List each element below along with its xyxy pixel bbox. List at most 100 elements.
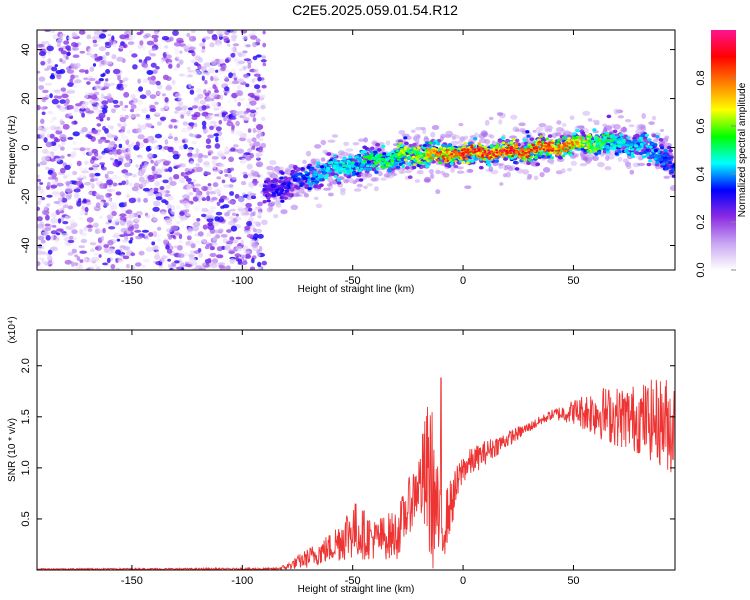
spectrogram-noise-blob: [241, 180, 247, 186]
spectrogram-noise-blob: [56, 42, 62, 48]
spectrogram-noise-blob: [147, 123, 153, 128]
spectrogram-halo-blob: [635, 129, 642, 134]
spectrogram-ridge-blob: [453, 148, 457, 152]
spectrogram-noise-blob: [188, 82, 192, 89]
spectrogram-ridge-blob: [296, 177, 301, 181]
spectrogram-halo-blob: [604, 166, 612, 171]
spectrogram-halo-blob: [592, 119, 600, 123]
spectrogram-noise-blob: [217, 70, 224, 75]
spectrogram-halo-blob: [576, 125, 585, 129]
spectrogram-noise-blob: [92, 39, 98, 44]
spectrogram-noise-blob: [248, 175, 256, 179]
spectrogram-noise-blob: [170, 225, 177, 232]
spectrogram-noise-blob: [248, 183, 255, 189]
spectrogram-ridge-blob: [323, 176, 329, 180]
spectrogram-halo-blob: [459, 136, 466, 142]
spectrogram-ridge-blob: [283, 185, 288, 190]
spectrogram-noise-blob: [150, 146, 156, 150]
spectrogram-noise-blob: [205, 138, 211, 145]
spectrogram-noise-blob: [193, 111, 201, 118]
spectrogram-noise-blob: [81, 126, 88, 133]
spectrogram-noise-blob: [200, 239, 207, 243]
spectrogram-ridge-blob: [593, 136, 598, 140]
spectrogram-noise-blob: [165, 184, 171, 190]
spectrogram-halo-blob: [505, 171, 511, 178]
spectrogram-noise-blob: [180, 114, 185, 119]
spectrogram-noise-blob: [209, 252, 217, 258]
spectrogram-noise-blob: [246, 163, 253, 170]
spectrogram-ridge-blob: [634, 144, 639, 148]
spectrogram-noise-blob: [198, 267, 203, 270]
spectrogram-noise-blob: [83, 168, 88, 174]
spectrogram-halo-blob: [474, 132, 479, 139]
spectrogram-halo-blob: [605, 155, 610, 162]
spectrogram-noise-blob: [98, 33, 107, 39]
spectrogram-noise-blob: [181, 267, 185, 270]
spectrogram-noise-blob: [255, 153, 263, 157]
spectrogram-noise-blob: [49, 133, 55, 139]
spectrogram-ridge-blob: [384, 158, 389, 162]
spectrogram-noise-blob: [143, 233, 149, 238]
spectrogram-ridge-blob: [606, 139, 610, 142]
spectrogram-noise-blob: [222, 204, 230, 209]
spectrogram-noise-blob: [120, 126, 126, 132]
spectrogram-noise-blob: [39, 161, 48, 166]
spectrogram-ridge-blob: [436, 142, 441, 146]
spectrogram-noise-blob: [112, 99, 119, 104]
spectrogram-halo-blob: [519, 128, 526, 133]
spectrogram-noise-blob: [229, 258, 236, 264]
spectrogram-noise-blob: [57, 144, 62, 148]
spectrogram-halo-blob: [279, 166, 284, 172]
spectrogram-ridge-blob: [316, 161, 321, 165]
spectrogram-halo-blob: [269, 160, 277, 165]
spectrogram-noise-blob: [191, 225, 200, 232]
spectrogram-noise-blob: [183, 143, 188, 150]
spectrogram-noise-blob: [125, 263, 130, 269]
spectrogram-noise-blob: [224, 69, 232, 73]
spectrogram-noise-blob: [92, 162, 98, 167]
spectrogram-noise-blob: [167, 195, 174, 201]
spectrogram-halo-blob: [456, 170, 465, 174]
spectrogram-noise-blob: [189, 160, 195, 166]
spectrogram-noise-blob: [262, 42, 267, 48]
spectrogram-halo-blob: [450, 140, 459, 146]
spectrogram-noise-blob: [147, 174, 155, 180]
spectrogram-noise-blob: [251, 30, 256, 37]
spectrogram-noise-blob: [49, 125, 58, 131]
spectrogram-noise-blob: [138, 176, 145, 183]
spectrogram-ridge-blob: [526, 161, 531, 165]
spectrogram-noise-blob: [135, 235, 143, 240]
spectrogram-noise-blob: [130, 94, 136, 99]
spectrogram-noise-blob: [151, 241, 156, 246]
spectrogram-halo-blob: [315, 203, 323, 209]
spectrogram-noise-blob: [180, 163, 186, 168]
spectrogram-noise-blob: [154, 181, 160, 187]
spectrogram-noise-blob: [210, 75, 214, 82]
spectrogram-noise-blob: [201, 207, 209, 213]
spectrogram-noise-blob: [255, 211, 263, 217]
spectrogram-halo-blob: [635, 155, 643, 159]
spectrogram-noise-blob: [139, 40, 144, 46]
spectrogram-noise-blob: [230, 46, 235, 52]
spectrogram-noise-blob: [251, 137, 257, 142]
spectrogram-noise-blob: [62, 204, 69, 209]
spectrogram-halo-blob: [355, 178, 360, 183]
spectrogram-noise-blob: [91, 256, 99, 262]
spectrogram-noise-blob: [73, 106, 80, 113]
spectrogram-noise-blob: [234, 265, 241, 270]
spectrogram-ridge-blob: [404, 141, 409, 146]
spectrogram-ridge-blob: [306, 180, 311, 184]
spectrogram-noise-blob: [66, 69, 75, 74]
spectrogram-ridge-blob: [561, 136, 566, 140]
spectrogram-noise-blob: [127, 213, 136, 219]
spectrogram-ridge-blob: [666, 145, 672, 150]
spectrogram-noise-blob: [217, 137, 225, 142]
spectrogram-noise-blob: [153, 187, 159, 192]
spectrogram-noise-blob: [87, 227, 93, 232]
spectrogram-ridge-blob: [649, 154, 655, 158]
spectrogram-ridge-blob: [623, 149, 628, 153]
spectrogram-noise-blob: [71, 90, 76, 94]
spectrogram-noise-blob: [177, 100, 184, 107]
spectrogram-noise-blob: [147, 153, 154, 159]
spectrogram-noise-blob: [46, 194, 53, 198]
